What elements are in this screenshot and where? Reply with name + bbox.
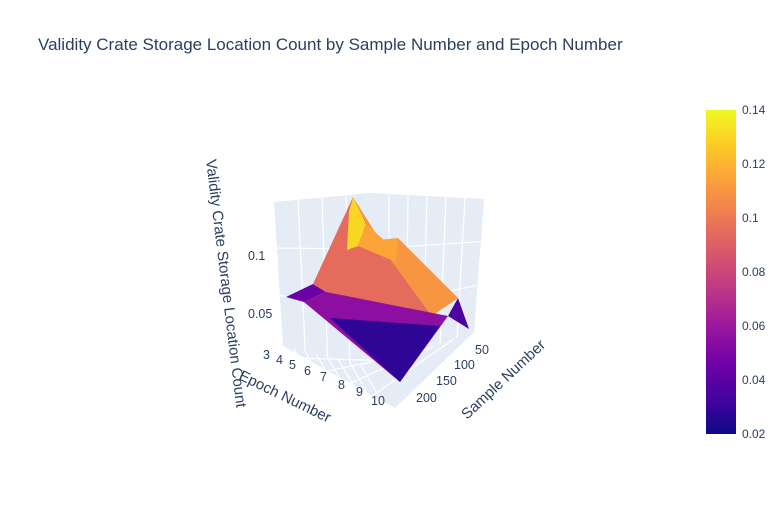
z-tick-label: 0.05 bbox=[248, 307, 272, 321]
y-tick-label: 10 bbox=[371, 394, 385, 408]
z-tick-label: 0.1 bbox=[248, 249, 265, 263]
colorbar-tick-label: 0.02 bbox=[742, 427, 766, 441]
surface-facet bbox=[448, 298, 469, 329]
y-tick-label: 4 bbox=[276, 353, 283, 367]
z-axis: 0.1 0.05 Validity Crate Storage Location… bbox=[202, 158, 272, 409]
colorbar-tick-label: 0.06 bbox=[742, 319, 766, 333]
x-axis-title: Sample Number bbox=[458, 337, 549, 423]
x-tick-label: 150 bbox=[436, 374, 457, 388]
colorbar-gradient bbox=[706, 110, 736, 434]
gridline bbox=[349, 362, 368, 393]
y-tick-label: 5 bbox=[289, 358, 296, 372]
colorbar-ticks: 0.02 0.04 0.06 0.08 0.1 0.12 0.14 bbox=[742, 103, 766, 441]
surface-plot bbox=[286, 197, 469, 382]
surface-facet bbox=[358, 224, 398, 262]
colorbar-tick-label: 0.14 bbox=[742, 103, 766, 117]
y-tick-label: 6 bbox=[304, 364, 311, 378]
gridline bbox=[293, 348, 298, 355]
chart-title: Validity Crate Storage Location Count by… bbox=[38, 35, 623, 54]
gridline bbox=[315, 353, 326, 370]
y-tick-label: 3 bbox=[263, 348, 270, 362]
gridline bbox=[304, 351, 312, 362]
x-tick-label: 100 bbox=[454, 358, 475, 372]
gridline bbox=[338, 359, 354, 386]
gridline bbox=[360, 364, 382, 401]
y-tick-label: 8 bbox=[338, 378, 345, 392]
colorbar-tick-label: 0.04 bbox=[742, 373, 766, 387]
x-tick-label: 50 bbox=[475, 343, 489, 357]
surface-facet bbox=[330, 318, 440, 382]
y-tick-label: 9 bbox=[356, 385, 363, 399]
surface-facet bbox=[353, 197, 458, 316]
gridline bbox=[372, 338, 454, 397]
surface-facet bbox=[347, 197, 366, 250]
colorbar-tick-label: 0.1 bbox=[742, 211, 759, 225]
colorbar-tick-label: 0.12 bbox=[742, 157, 766, 171]
x-tick-label: 200 bbox=[416, 391, 437, 405]
gridline bbox=[297, 199, 306, 352]
colorbar: 0.02 0.04 0.06 0.08 0.1 0.12 0.14 bbox=[706, 103, 766, 441]
gridline bbox=[326, 356, 340, 378]
y-tick-label: 7 bbox=[320, 370, 327, 384]
colorbar-tick-label: 0.08 bbox=[742, 265, 766, 279]
surface-facet bbox=[286, 284, 326, 302]
